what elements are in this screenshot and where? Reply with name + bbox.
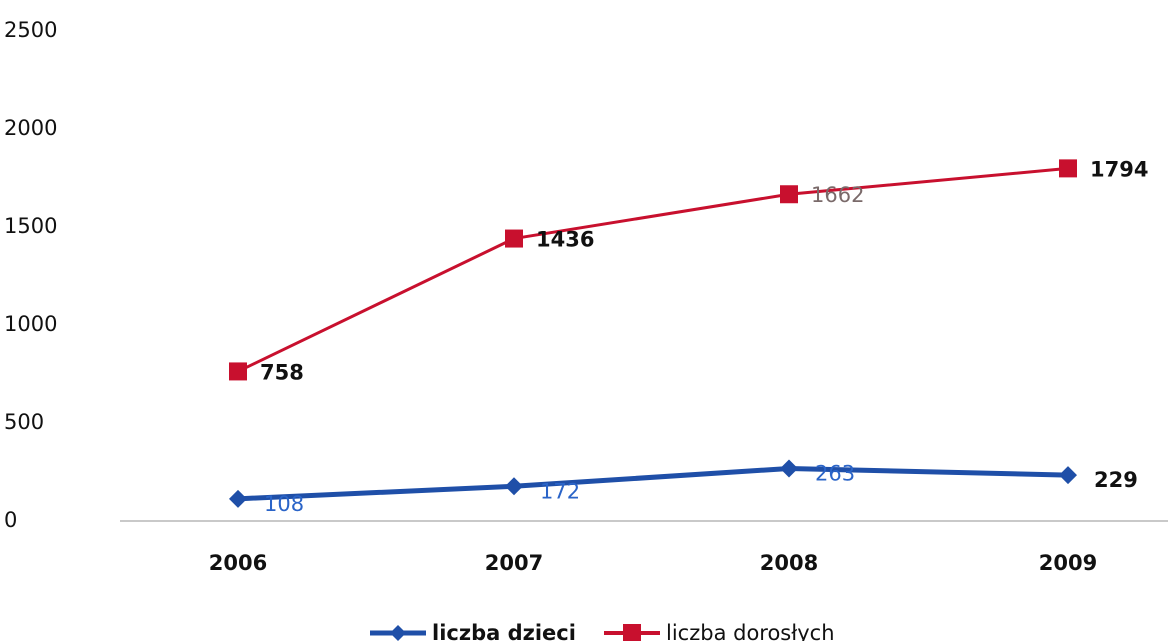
y-tick-label: 0 xyxy=(4,508,17,532)
data-point-square xyxy=(505,229,523,248)
data-label: 1662 xyxy=(811,183,864,207)
y-tick-label: 1500 xyxy=(4,214,57,238)
y-tick-label: 2000 xyxy=(4,116,57,140)
y-tick-label: 1000 xyxy=(4,312,57,336)
data-point-square xyxy=(1059,159,1077,178)
data-label: 1794 xyxy=(1090,157,1148,181)
data-label: 263 xyxy=(815,461,855,485)
legend-label-liczba-doroslych: liczba dorosłych xyxy=(666,621,835,641)
data-point-diamond xyxy=(229,489,247,508)
x-tick-label: 2006 xyxy=(209,551,267,575)
x-tick-label: 2008 xyxy=(760,551,818,575)
legend-marker-diamond xyxy=(390,625,406,641)
series-line-liczba-doroslych xyxy=(237,166,1069,373)
data-label: 108 xyxy=(264,492,304,516)
data-point-square xyxy=(780,185,798,204)
legend-marker-square xyxy=(623,624,641,641)
data-point-diamond xyxy=(505,477,523,496)
y-tick-label: 2500 xyxy=(4,18,57,42)
legend-label-liczba-dzieci: liczba dzieci xyxy=(432,621,576,641)
series-line-liczba-dzieci xyxy=(237,465,1069,502)
y-tick-label: 500 xyxy=(4,410,44,434)
x-tick-label: 2007 xyxy=(485,551,543,575)
data-label: 758 xyxy=(260,360,304,384)
data-point-square xyxy=(229,362,247,381)
data-label: 172 xyxy=(540,479,580,503)
x-tick-label: 2009 xyxy=(1039,551,1097,575)
data-label: 229 xyxy=(1094,468,1138,492)
data-point-diamond xyxy=(1059,466,1077,485)
data-point-diamond xyxy=(780,459,798,478)
data-label: 1436 xyxy=(536,228,594,252)
